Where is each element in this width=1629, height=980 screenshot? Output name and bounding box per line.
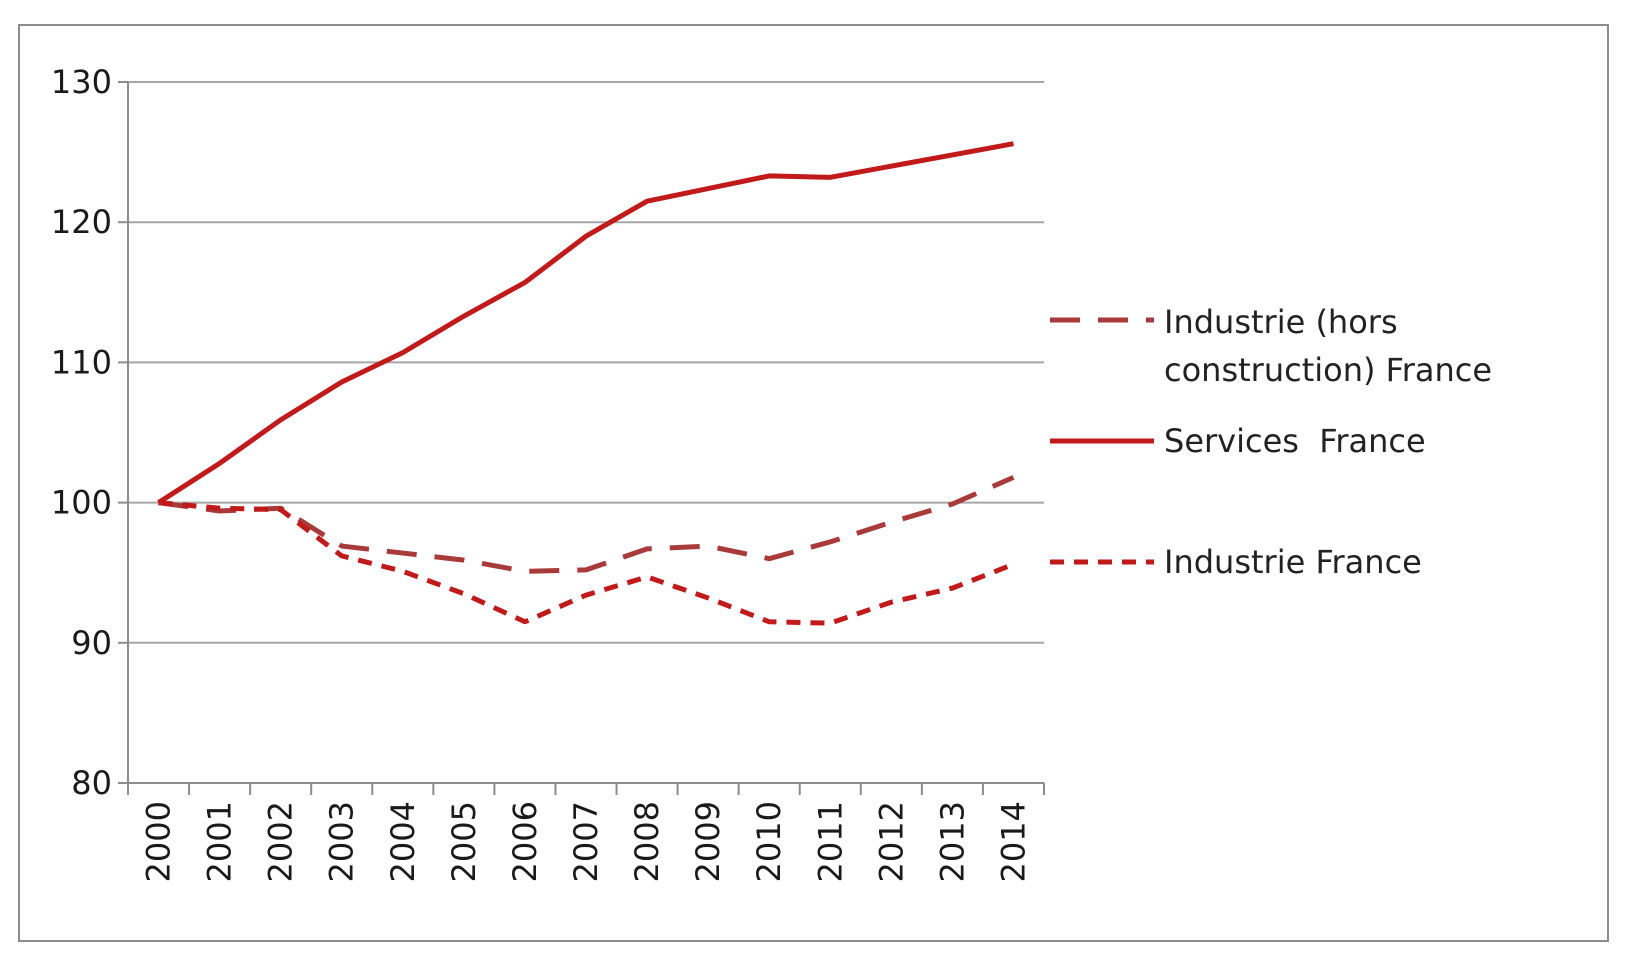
y-tick-label: 100 [51,484,112,522]
x-tick-label: 2005 [445,801,483,882]
y-tick-label: 120 [51,203,112,241]
axes [118,81,1045,795]
legend-label-1: Industrie (hors construction) France [1164,303,1492,389]
x-tick-label: 2004 [384,801,422,882]
series-lines [157,141,1015,626]
x-tick-label: 2012 [872,801,910,882]
x-tick-label: 2006 [506,801,544,882]
legend-label-2: Services France [1164,422,1426,460]
x-tick-label: 2011 [811,801,849,882]
y-tick-label: 110 [51,343,112,381]
x-tick-label: 2008 [628,801,666,882]
x-tick-label: 2013 [933,801,971,882]
legend-label-3: Industrie France [1164,543,1422,581]
x-tick-label: 2014 [994,801,1032,882]
chart-frame: 80 90 100 110 120 130 2000 2001 2002 2003 2004 200… [18,24,1609,942]
y-tick-label: 90 [71,624,112,662]
x-tick-label: 2003 [323,801,361,882]
x-tick-label: 2000 [140,801,178,882]
series-line-1 [158,475,1015,574]
gridlines [128,81,1044,644]
x-tick-label: 2001 [201,801,239,882]
x-tick-labels: 2000 2001 2002 2003 2004 2005 2006 2007 2008 2009… [140,801,1033,882]
x-tick-label: 2002 [262,801,300,882]
legend: Industrie (hors construction) France Servi… [1050,303,1492,581]
series-line-3 [158,500,1015,626]
series-line-2 [157,141,1014,505]
x-tick-label: 2007 [567,801,605,882]
y-tick-labels: 80 90 100 110 120 130 [51,63,112,802]
x-tick-label: 2010 [750,801,788,882]
y-tick-label: 80 [71,764,112,802]
y-tick-label: 130 [51,63,112,101]
x-tick-label: 2009 [689,801,727,882]
